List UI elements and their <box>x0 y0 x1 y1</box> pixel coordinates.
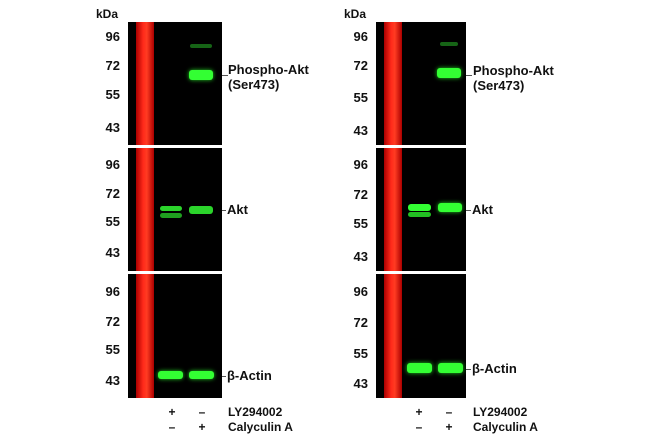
calyculin-label: Calyculin A <box>228 420 293 434</box>
target-label-beta-actin: β-Actin <box>227 368 272 383</box>
right-blot-beta-actin <box>376 274 466 398</box>
faint-band <box>190 44 212 48</box>
target-label-phospho-akt: Phospho-Akt <box>473 63 554 78</box>
mw-marker: 96 <box>105 29 120 44</box>
label-tick <box>222 376 226 377</box>
ladder-lane <box>384 274 402 398</box>
ly294002-label: LY294002 <box>228 405 283 419</box>
akt-band <box>408 204 431 211</box>
phospho-akt-band <box>189 70 213 80</box>
ladder-lane <box>384 22 402 145</box>
left-blot-akt <box>128 148 222 271</box>
target-label-ser473: (Ser473) <box>473 78 525 93</box>
calyculin-sign: + <box>198 420 206 434</box>
akt-band <box>189 206 213 214</box>
mw-marker: 72 <box>353 58 368 73</box>
left-blot-phospho-akt <box>128 22 222 145</box>
akt-band <box>438 203 462 212</box>
mw-marker: 43 <box>105 120 120 135</box>
akt-band-lower <box>160 213 182 218</box>
label-tick <box>466 75 472 76</box>
ly294002-sign: + <box>168 405 176 419</box>
mw-marker: 55 <box>105 87 120 102</box>
mw-marker: 72 <box>353 315 368 330</box>
calyculin-sign: – <box>415 420 423 434</box>
ly294002-label: LY294002 <box>473 405 528 419</box>
ladder-lane <box>136 148 154 271</box>
mw-marker: 72 <box>105 186 120 201</box>
target-label-beta-actin: β-Actin <box>472 361 517 376</box>
akt-band-lower <box>408 212 431 217</box>
mw-marker: 96 <box>105 157 120 172</box>
mw-marker: 55 <box>105 342 120 357</box>
target-label-akt: Akt <box>472 202 493 217</box>
ly294002-sign: + <box>415 405 423 419</box>
mw-marker: 43 <box>353 123 368 138</box>
calyculin-sign: – <box>168 420 176 434</box>
left-blot-beta-actin <box>128 274 222 398</box>
phospho-akt-band <box>437 68 461 78</box>
target-label-ser473: (Ser473) <box>228 77 280 92</box>
mw-marker: 96 <box>353 29 368 44</box>
beta-actin-band <box>158 371 183 379</box>
label-tick <box>466 369 471 370</box>
mw-marker: 43 <box>105 245 120 260</box>
beta-actin-band <box>189 371 214 379</box>
mw-marker: 96 <box>353 157 368 172</box>
mw-marker: 72 <box>105 58 120 73</box>
beta-actin-band <box>438 363 463 373</box>
mw-marker: 72 <box>353 187 368 202</box>
ladder-lane <box>136 22 154 145</box>
target-label-phospho-akt: Phospho-Akt <box>228 62 309 77</box>
faint-band <box>440 42 458 46</box>
right-blot-phospho-akt <box>376 22 466 145</box>
calyculin-label: Calyculin A <box>473 420 538 434</box>
akt-band <box>160 206 182 211</box>
kda-label-right: kDa <box>344 7 367 21</box>
mw-marker: 96 <box>105 284 120 299</box>
mw-marker: 55 <box>353 346 368 361</box>
target-label-akt: Akt <box>227 202 248 217</box>
mw-marker: 55 <box>353 216 368 231</box>
label-tick <box>222 75 228 76</box>
kda-label-left: kDa <box>96 7 119 21</box>
ly294002-sign: – <box>198 405 206 419</box>
mw-marker: 43 <box>105 373 120 388</box>
mw-marker: 55 <box>105 214 120 229</box>
mw-marker: 55 <box>353 90 368 105</box>
calyculin-sign: + <box>445 420 453 434</box>
right-blot-akt <box>376 148 466 271</box>
ladder-lane <box>136 274 154 398</box>
mw-marker: 72 <box>105 314 120 329</box>
ladder-lane <box>384 148 402 271</box>
mw-marker: 43 <box>353 249 368 264</box>
mw-marker: 43 <box>353 376 368 391</box>
ly294002-sign: – <box>445 405 453 419</box>
label-tick <box>466 210 471 211</box>
mw-marker: 96 <box>353 284 368 299</box>
beta-actin-band <box>407 363 432 373</box>
label-tick <box>222 210 226 211</box>
